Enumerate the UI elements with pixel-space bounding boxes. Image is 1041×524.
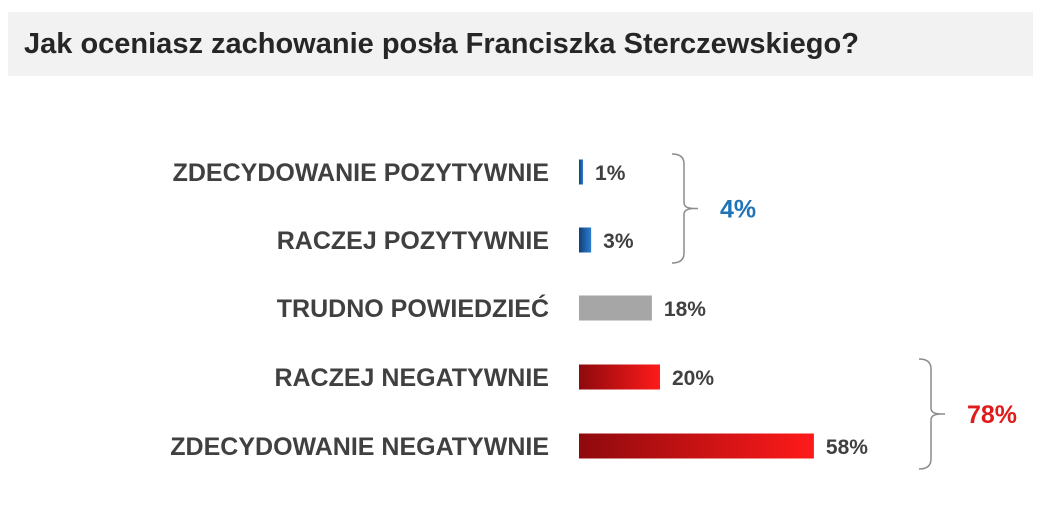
value-label: 1% xyxy=(595,162,626,185)
group-bracket xyxy=(918,358,945,470)
bar xyxy=(579,364,660,390)
category-label: RACZEJ POZYTYWNIE xyxy=(277,227,549,255)
category-label: ZDECYDOWANIE POZYTYWNIE xyxy=(173,159,549,187)
bar xyxy=(579,227,592,253)
value-label: 18% xyxy=(664,298,706,321)
value-label: 58% xyxy=(826,436,868,459)
group-total-label: 78% xyxy=(967,401,1017,429)
title-band: Jak oceniasz zachowanie posła Franciszka… xyxy=(8,12,1033,76)
value-label: 20% xyxy=(672,367,714,390)
bar xyxy=(579,295,652,321)
category-label: ZDECYDOWANIE NEGATYWNIE xyxy=(170,433,549,461)
category-label: TRUDNO POWIEDZIEĆ xyxy=(277,293,549,323)
bar xyxy=(579,433,814,459)
chart-title: Jak oceniasz zachowanie posła Franciszka… xyxy=(24,28,859,60)
group-brackets-layer: 4% 78% xyxy=(671,153,1017,470)
group-total-label: 4% xyxy=(720,196,756,224)
category-label: RACZEJ NEGATYWNIE xyxy=(274,364,549,392)
group-bracket xyxy=(671,153,698,264)
bar xyxy=(579,159,584,185)
bars-layer: ZDECYDOWANIE POZYTYWNIE 1% RACZEJ POZYTYWN… xyxy=(170,159,868,461)
value-label: 3% xyxy=(603,230,634,253)
